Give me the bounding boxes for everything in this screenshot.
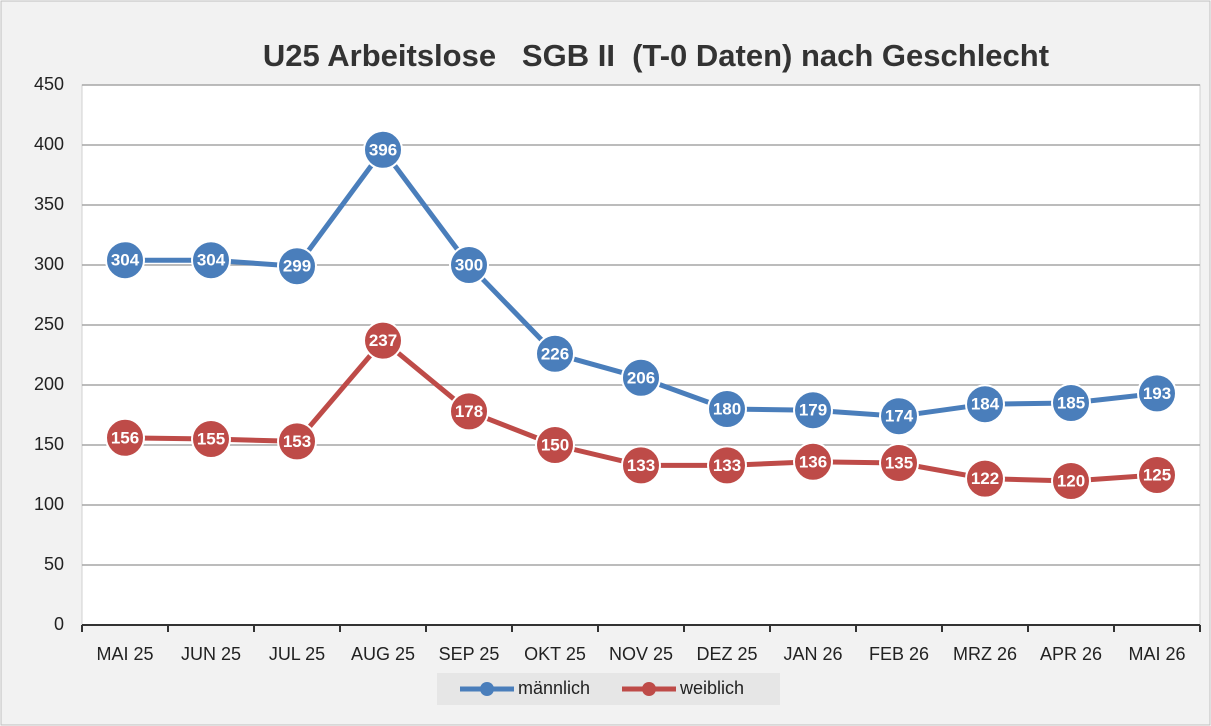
data-label: 179 — [799, 401, 827, 420]
y-tick-label: 350 — [34, 194, 64, 214]
y-tick-label: 50 — [44, 554, 64, 574]
x-tick-label: MAI 25 — [96, 644, 153, 664]
x-tick-label: MAI 26 — [1128, 644, 1185, 664]
x-tick-label: OKT 25 — [524, 644, 586, 664]
data-label: 133 — [713, 456, 741, 475]
data-label: 174 — [885, 407, 914, 426]
data-label: 226 — [541, 344, 569, 363]
point — [621, 445, 661, 486]
x-tick-label: MRZ 26 — [953, 644, 1017, 664]
data-label: 153 — [283, 432, 311, 451]
x-tick-label: FEB 26 — [869, 644, 929, 664]
y-tick-label: 100 — [34, 494, 64, 514]
point — [707, 389, 747, 429]
y-tick-label: 300 — [34, 254, 64, 274]
point — [879, 443, 919, 483]
data-label: 136 — [799, 452, 827, 471]
data-label: 237 — [369, 331, 397, 350]
data-label: 120 — [1057, 471, 1085, 490]
y-tick-label: 200 — [34, 374, 64, 394]
point — [1137, 455, 1177, 495]
x-tick-label: NOV 25 — [609, 644, 673, 664]
point — [105, 417, 145, 458]
data-label: 180 — [713, 399, 741, 418]
data-label: 122 — [971, 469, 999, 488]
point — [535, 333, 575, 374]
x-tick-label: AUG 25 — [351, 644, 415, 664]
point — [1051, 461, 1091, 501]
point — [191, 419, 231, 459]
point — [621, 357, 661, 398]
y-tick-label: 400 — [34, 134, 64, 154]
point — [277, 246, 317, 287]
data-label: 396 — [369, 140, 397, 159]
plot-area — [81, 84, 1201, 626]
chart-title: U25 Arbeitslose SGB II (T-0 Daten) nach … — [263, 38, 1049, 73]
point — [707, 445, 747, 486]
data-label: 133 — [627, 456, 655, 475]
point — [879, 396, 919, 437]
data-label: 155 — [197, 429, 225, 448]
data-label: 125 — [1143, 465, 1171, 484]
legend-label: männlich — [518, 678, 590, 698]
data-label: 304 — [111, 251, 140, 270]
y-tick-label: 150 — [34, 434, 64, 454]
x-tick-label: APR 26 — [1040, 644, 1102, 664]
data-label: 135 — [885, 453, 913, 472]
point — [965, 384, 1005, 425]
legend-label: weiblich — [679, 678, 744, 698]
legend-marker — [642, 682, 656, 696]
point — [449, 391, 489, 432]
point — [793, 390, 833, 431]
data-label: 185 — [1057, 393, 1085, 412]
point — [965, 458, 1005, 499]
point — [105, 240, 145, 281]
x-tick-label: JAN 26 — [783, 644, 842, 664]
point — [793, 441, 833, 482]
x-tick-label: JUL 25 — [269, 644, 325, 664]
data-label: 299 — [283, 257, 311, 276]
point — [363, 129, 403, 170]
data-label: 206 — [627, 368, 655, 387]
data-label: 304 — [197, 251, 226, 270]
x-tick-label: JUN 25 — [181, 644, 241, 664]
legend-marker — [480, 682, 494, 696]
x-tick-label: DEZ 25 — [696, 644, 757, 664]
y-tick-label: 450 — [34, 74, 64, 94]
data-label: 193 — [1143, 384, 1171, 403]
point — [1051, 383, 1091, 423]
data-label: 184 — [971, 395, 1000, 414]
data-label: 178 — [455, 402, 483, 421]
y-tick-label: 250 — [34, 314, 64, 334]
y-tick-label: 0 — [54, 614, 64, 634]
point — [363, 320, 403, 361]
point — [277, 421, 317, 462]
data-label: 300 — [455, 255, 483, 274]
x-tick-label: SEP 25 — [439, 644, 500, 664]
point — [535, 425, 575, 465]
point — [1137, 373, 1177, 414]
data-label: 150 — [541, 435, 569, 454]
point — [449, 245, 489, 285]
point — [191, 240, 231, 281]
data-label: 156 — [111, 428, 139, 447]
